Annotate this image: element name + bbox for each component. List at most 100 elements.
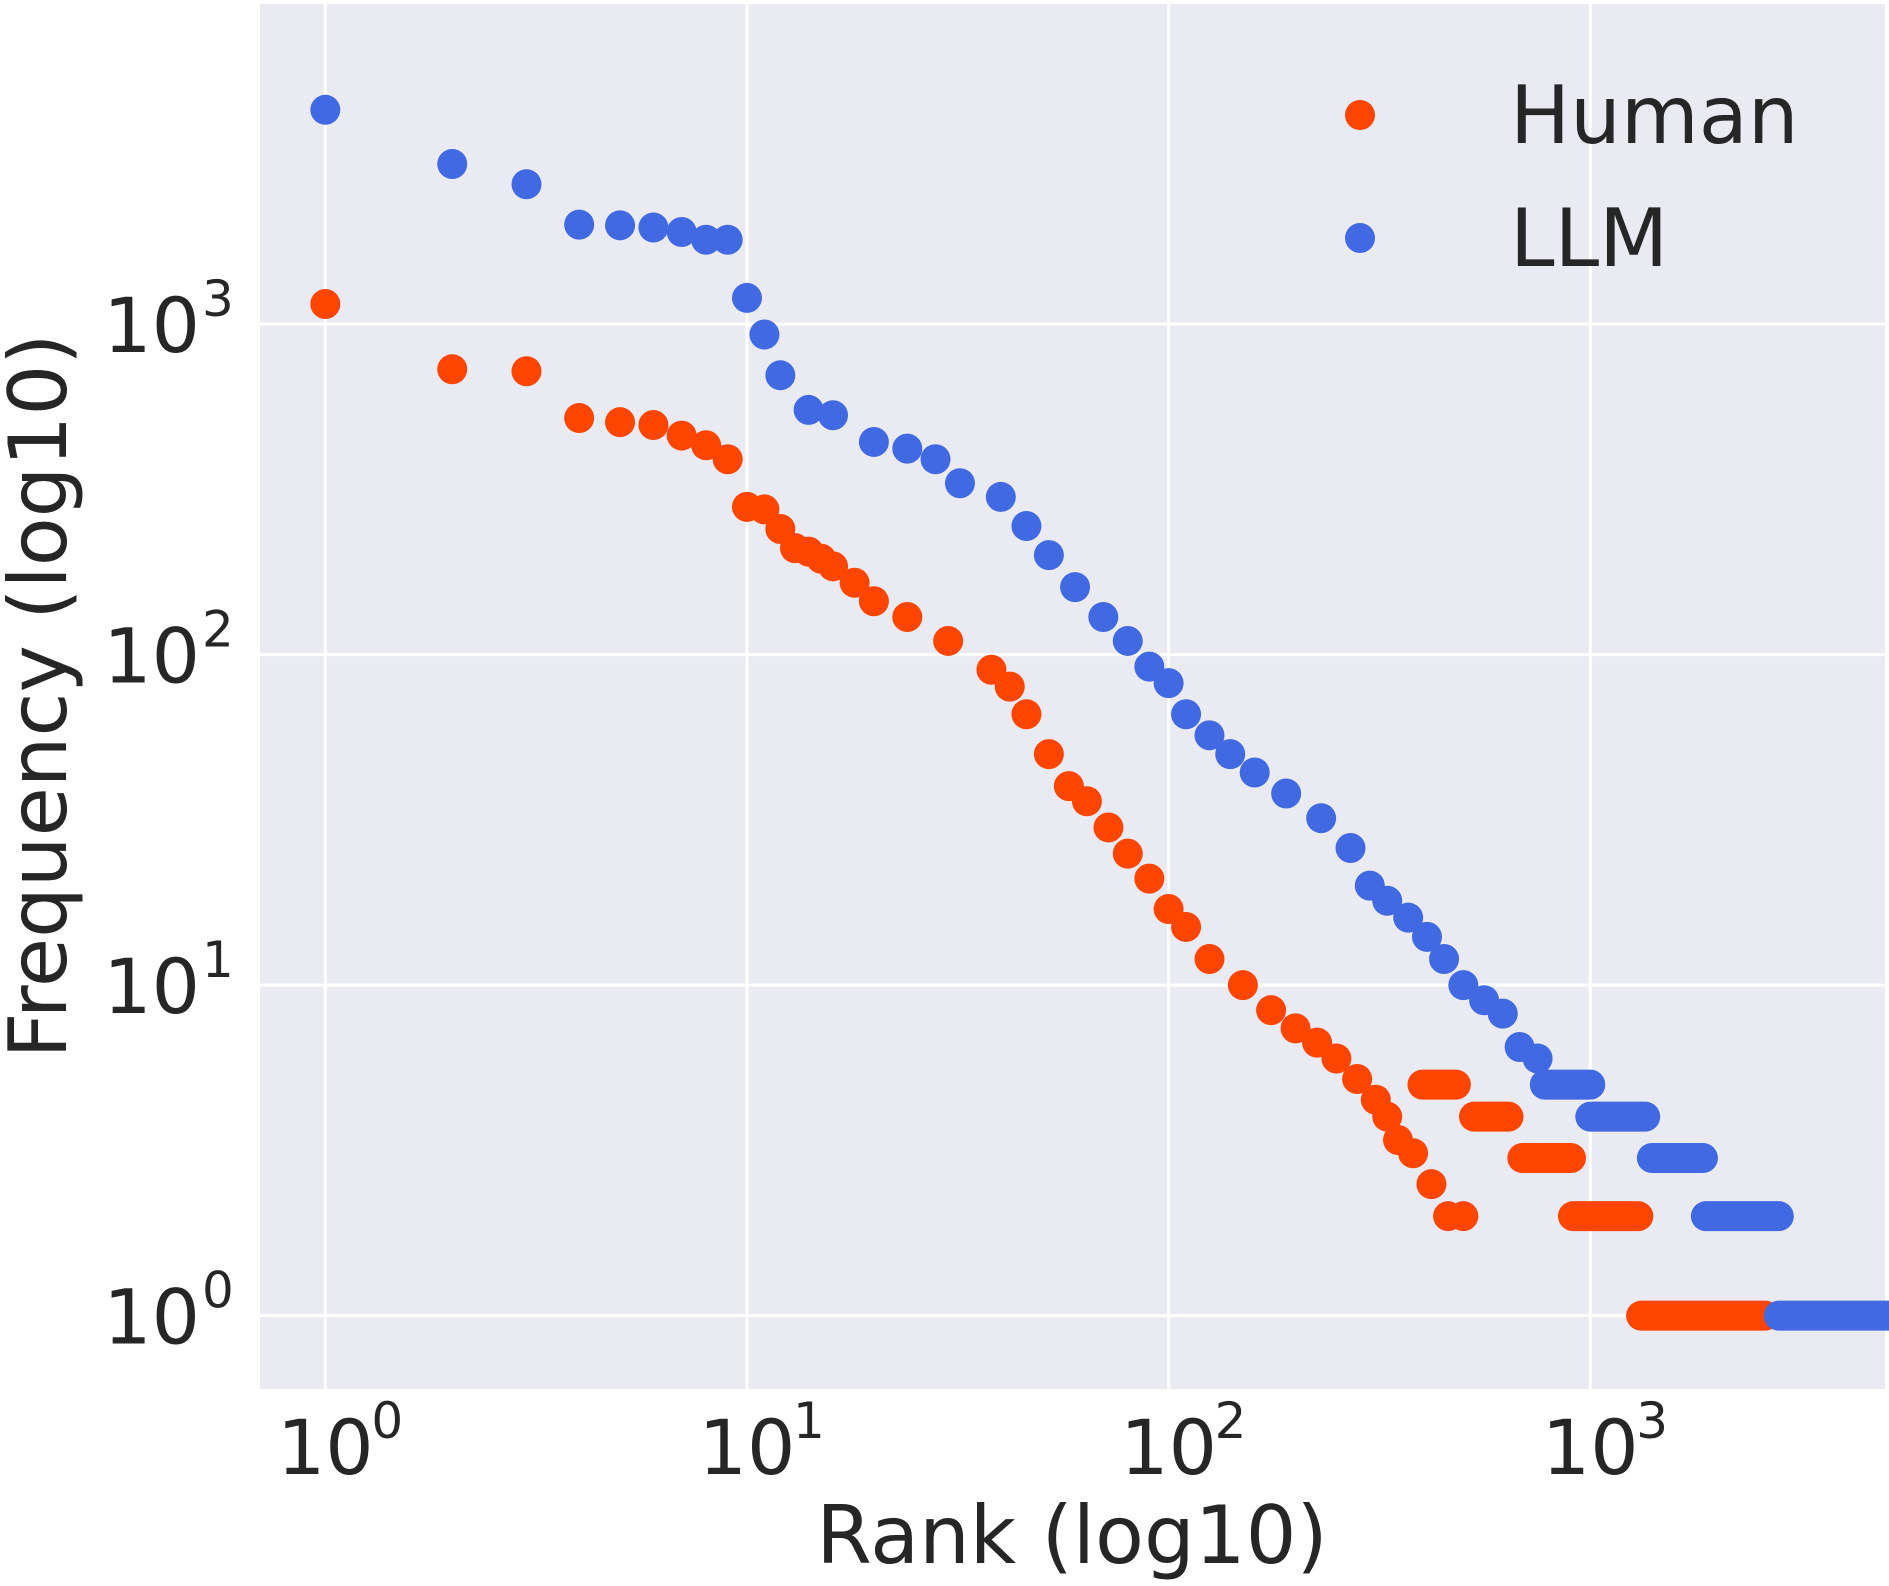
data-point bbox=[1071, 786, 1102, 817]
data-point bbox=[511, 169, 542, 200]
data-point bbox=[712, 444, 743, 475]
data-point bbox=[793, 394, 824, 425]
data-point bbox=[564, 209, 595, 240]
y-tick-exponent: 1 bbox=[202, 931, 234, 989]
data-point bbox=[985, 481, 1016, 512]
data-point-band bbox=[1558, 1201, 1654, 1232]
x-axis-label: Rank (log10) bbox=[816, 1489, 1327, 1582]
data-point bbox=[933, 625, 964, 656]
data-point-band bbox=[1636, 1142, 1718, 1173]
data-point bbox=[1093, 812, 1124, 843]
data-point bbox=[1134, 863, 1165, 894]
y-tick-label: 10 3 bbox=[103, 270, 234, 370]
data-point bbox=[944, 468, 975, 499]
x-tick-exponent: 1 bbox=[793, 1392, 825, 1450]
data-point bbox=[1033, 739, 1064, 770]
data-point bbox=[1112, 625, 1143, 656]
data-point bbox=[765, 360, 796, 391]
data-point bbox=[638, 410, 669, 441]
x-tick-exponent: 2 bbox=[1215, 1392, 1247, 1450]
y-tick-exponent: 2 bbox=[202, 601, 234, 659]
x-tick-base: 10 bbox=[699, 1403, 796, 1492]
data-point bbox=[1153, 668, 1184, 699]
data-point bbox=[1280, 1013, 1311, 1044]
legend-label: Human bbox=[1510, 69, 1799, 162]
data-point-band bbox=[1407, 1069, 1471, 1100]
legend-item-human: Human bbox=[1345, 69, 1799, 162]
legend: Human LLM bbox=[1345, 69, 1799, 285]
data-point bbox=[310, 289, 341, 320]
data-point bbox=[1171, 699, 1202, 730]
data-point bbox=[1239, 757, 1270, 788]
y-tick-base: 10 bbox=[103, 1273, 200, 1362]
data-point bbox=[437, 149, 468, 180]
data-point bbox=[994, 671, 1025, 702]
data-point bbox=[1398, 1138, 1429, 1169]
data-point bbox=[1256, 995, 1287, 1026]
x-tick-exponent: 3 bbox=[1636, 1392, 1668, 1450]
data-point bbox=[1171, 911, 1202, 942]
data-point bbox=[892, 433, 923, 464]
y-tick-exponent: 3 bbox=[202, 270, 234, 328]
data-point bbox=[1215, 739, 1246, 770]
data-point bbox=[731, 282, 762, 313]
x-tick-exponent: 0 bbox=[371, 1392, 403, 1450]
data-point bbox=[1306, 803, 1337, 834]
data-point bbox=[1429, 943, 1460, 974]
x-axis-ticks: 100 101 102 103 bbox=[277, 1392, 1668, 1492]
data-point bbox=[749, 319, 780, 350]
data-series bbox=[310, 94, 1889, 1331]
data-point bbox=[437, 354, 468, 385]
data-point-band bbox=[1529, 1069, 1606, 1100]
legend-label: LLM bbox=[1510, 192, 1668, 285]
data-point bbox=[1522, 1043, 1553, 1074]
y-tick-label: 10 2 bbox=[103, 601, 234, 701]
data-point bbox=[564, 402, 595, 433]
data-point-band bbox=[1575, 1101, 1661, 1132]
data-point bbox=[1033, 540, 1064, 571]
data-point bbox=[1011, 699, 1042, 730]
data-point bbox=[1372, 885, 1403, 916]
data-point bbox=[712, 224, 743, 255]
legend-marker bbox=[1345, 223, 1375, 253]
data-point bbox=[1335, 832, 1366, 863]
data-point bbox=[1448, 1201, 1479, 1232]
data-point bbox=[1342, 1064, 1373, 1095]
x-tick-label: 102 bbox=[1120, 1392, 1246, 1492]
data-point bbox=[605, 210, 636, 241]
x-tick-label: 101 bbox=[699, 1392, 825, 1492]
data-point bbox=[1271, 778, 1302, 809]
data-point bbox=[1194, 943, 1225, 974]
x-tick-base: 10 bbox=[1120, 1403, 1217, 1492]
x-tick-label: 100 bbox=[277, 1392, 403, 1492]
data-point bbox=[691, 224, 722, 255]
data-point bbox=[839, 567, 870, 598]
data-point bbox=[858, 426, 889, 457]
data-point bbox=[310, 94, 341, 125]
data-point-band bbox=[1690, 1201, 1794, 1232]
data-point bbox=[1088, 601, 1119, 632]
x-tick-base: 10 bbox=[1542, 1403, 1639, 1492]
data-point bbox=[605, 407, 636, 438]
data-point bbox=[1321, 1043, 1352, 1074]
data-point bbox=[1372, 1101, 1403, 1132]
data-point bbox=[1227, 970, 1258, 1001]
data-point-band bbox=[1626, 1300, 1781, 1331]
data-point bbox=[1060, 572, 1091, 603]
legend-item-llm: LLM bbox=[1345, 192, 1668, 285]
y-axis-label: Frequency (log10) bbox=[0, 334, 85, 1059]
y-tick-label: 10 0 bbox=[103, 1262, 234, 1362]
data-point bbox=[1393, 902, 1424, 933]
data-point bbox=[691, 430, 722, 461]
series-human bbox=[310, 289, 1781, 1331]
data-point bbox=[1194, 720, 1225, 751]
x-tick-label: 103 bbox=[1542, 1392, 1668, 1492]
legend-marker bbox=[1345, 100, 1375, 130]
data-point bbox=[511, 356, 542, 387]
data-point bbox=[818, 551, 849, 582]
y-tick-base: 10 bbox=[103, 281, 200, 370]
data-point bbox=[1412, 921, 1443, 952]
x-tick-base: 10 bbox=[277, 1403, 374, 1492]
y-tick-base: 10 bbox=[103, 612, 200, 701]
